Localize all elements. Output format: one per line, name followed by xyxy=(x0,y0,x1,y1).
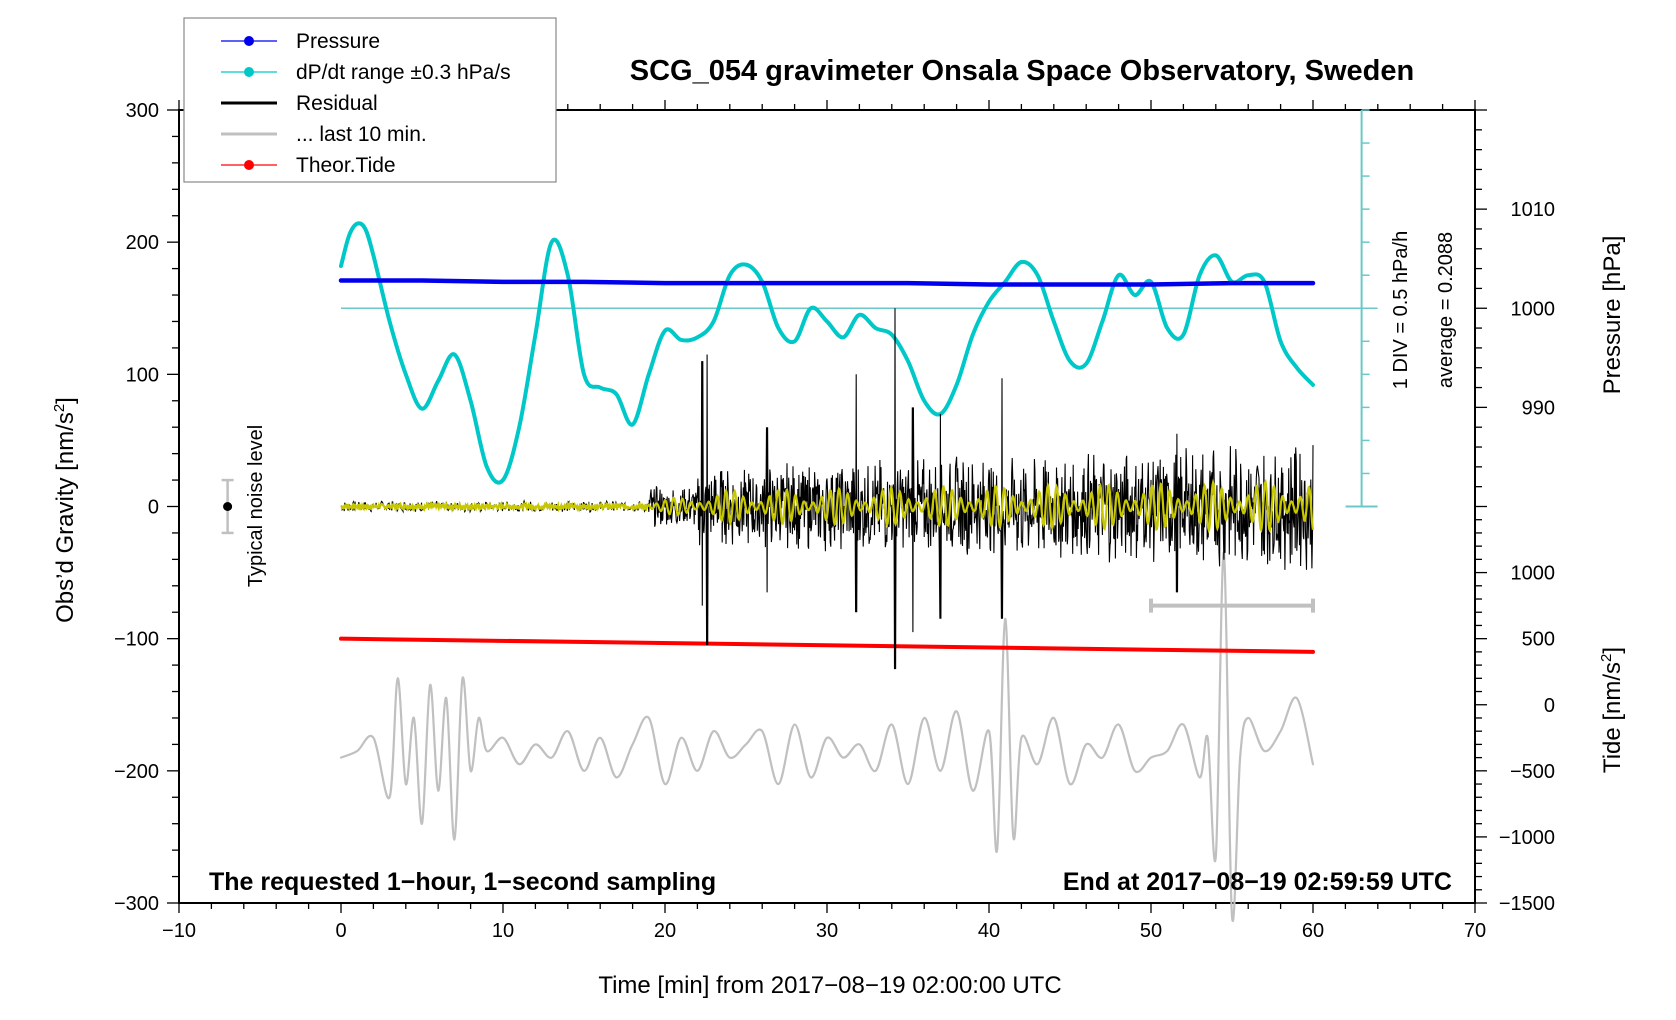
annotation-end-time: End at 2017−08−19 02:59:59 UTC xyxy=(1063,868,1452,896)
y-tick-label: −200 xyxy=(114,761,159,783)
tide-axis-title-end: ] xyxy=(1599,647,1626,654)
legend-marker xyxy=(244,160,254,170)
x-tick-label: 40 xyxy=(978,920,1000,942)
legend-label: Pressure xyxy=(296,30,380,53)
y-axis-title-main: Obs’d Gravity [nm/s xyxy=(52,412,79,623)
pressure-tick-label: 1000 xyxy=(1511,298,1556,320)
x-tick-label: 30 xyxy=(816,920,838,942)
right-axis-ticks: 990 1000 1010 −1500 −1000 −500 0 500 1000 xyxy=(1475,109,1556,915)
noise-level-indicator xyxy=(221,478,234,535)
x-tick-label: 20 xyxy=(654,920,676,942)
x-tick-label: 60 xyxy=(1302,920,1324,942)
tide-tick-label: 0 xyxy=(1544,695,1555,717)
x-tick-label: −10 xyxy=(162,920,196,942)
tide-tick-label: −1000 xyxy=(1499,827,1555,849)
legend-label: Theor.Tide xyxy=(296,154,396,177)
legend-label: Residual xyxy=(296,92,378,115)
series-residual-filtered xyxy=(340,478,1315,534)
y-axis-ticks: −300 −200 −100 0 100 200 300 xyxy=(114,100,179,915)
tide-tick-label: 500 xyxy=(1522,629,1555,651)
tide-axis-title: Tide [nm/s2] xyxy=(1598,647,1626,773)
y-axis-title-end: ] xyxy=(52,397,79,404)
series-group xyxy=(338,221,1316,922)
dpdt-average-text: average = 0.2088 xyxy=(1435,232,1457,388)
series-residual xyxy=(340,308,1314,670)
tide-tick-label: −1500 xyxy=(1499,893,1555,915)
tide-axis-title-sup: 2 xyxy=(1598,654,1615,662)
noise-level-label: Typical noise level xyxy=(245,425,267,587)
y-tick-label: −100 xyxy=(114,629,159,651)
legend-label: dP/dt range ±0.3 hPa/s xyxy=(296,61,511,84)
annotation-sampling: The requested 1−hour, 1−second sampling xyxy=(209,868,716,896)
y-tick-label: 200 xyxy=(126,232,159,254)
legend-label: ... last 10 min. xyxy=(296,123,427,146)
legend-marker xyxy=(244,67,254,77)
y-tick-label: 300 xyxy=(126,100,159,122)
x-tick-label: 10 xyxy=(492,920,514,942)
series-theor-tide xyxy=(339,636,1315,654)
legend: Pressure dP/dt range ±0.3 hPa/s Residual..… xyxy=(183,17,557,183)
noise-center-dot xyxy=(223,502,233,511)
x-axis-title: Time [min] from 2017−08−19 02:00:00 UTC xyxy=(598,972,1061,999)
pressure-axis-title: Pressure [hPa] xyxy=(1599,236,1626,395)
tide-tick-label: −500 xyxy=(1510,761,1555,783)
series-last-10-min xyxy=(339,551,1315,922)
series-pressure xyxy=(338,278,1316,287)
y-tick-label: 0 xyxy=(148,497,159,519)
x-tick-label: 70 xyxy=(1464,920,1486,942)
legend-marker xyxy=(244,36,254,46)
y-tick-label: −300 xyxy=(114,893,159,915)
x-tick-label: 0 xyxy=(335,920,346,942)
series-dpdt xyxy=(339,221,1315,485)
dpdt-scale-text: 1 DIV = 0.5 hPa/h xyxy=(1390,231,1412,389)
y-tick-label: 100 xyxy=(126,364,159,386)
pressure-tick-label: 990 xyxy=(1522,397,1555,419)
tide-tick-label: 1000 xyxy=(1511,563,1556,585)
y-axis-title: Obs’d Gravity [nm/s2] xyxy=(51,397,79,623)
pressure-tick-label: 1010 xyxy=(1511,199,1556,221)
dpdt-scale-axis xyxy=(341,109,1378,508)
tide-axis-title-main: Tide [nm/s xyxy=(1599,662,1626,773)
x-tick-label: 50 xyxy=(1140,920,1162,942)
y-axis-title-sup: 2 xyxy=(51,404,68,412)
chart-title: SCG_054 gravimeter Onsala Space Observat… xyxy=(630,55,1414,87)
legend-box xyxy=(183,17,557,183)
